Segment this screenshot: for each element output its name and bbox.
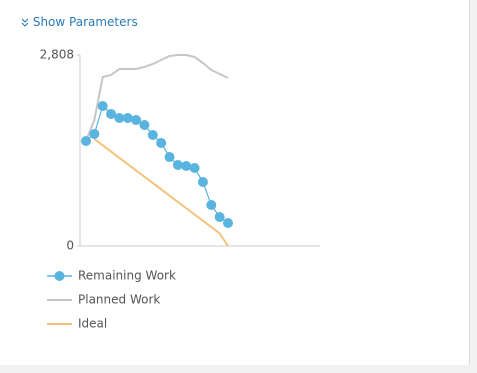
data-point (97, 101, 108, 112)
data-point (189, 162, 200, 173)
legend-marker (54, 271, 65, 281)
legend-label: Planned Work (78, 293, 160, 307)
data-point (106, 108, 117, 119)
series-line (93, 138, 229, 247)
legend-label: Ideal (78, 317, 107, 331)
data-point (164, 152, 175, 163)
legend-label: Remaining Work (78, 269, 176, 283)
series-line (85, 54, 229, 142)
y-tick-label: 2,808 (40, 48, 74, 62)
data-point (206, 199, 217, 210)
data-point (139, 119, 150, 130)
data-point (89, 128, 100, 139)
data-point (81, 135, 91, 146)
link-text[interactable]: Show Parameters (32, 15, 138, 29)
data-point (172, 159, 183, 170)
data-point (181, 161, 192, 172)
show-parameters-link[interactable]: Show Parameters (21, 15, 138, 29)
data-point (131, 115, 142, 126)
expand-icon (21, 18, 29, 27)
data-point (197, 176, 208, 187)
y-tick-label: 0 (66, 239, 74, 253)
data-point (122, 112, 133, 123)
data-point (214, 212, 225, 223)
data-point (147, 129, 158, 140)
widget-panel: Show Parameters (0, 0, 470, 365)
data-point (223, 218, 233, 229)
data-point (156, 138, 167, 149)
data-point (114, 112, 125, 123)
